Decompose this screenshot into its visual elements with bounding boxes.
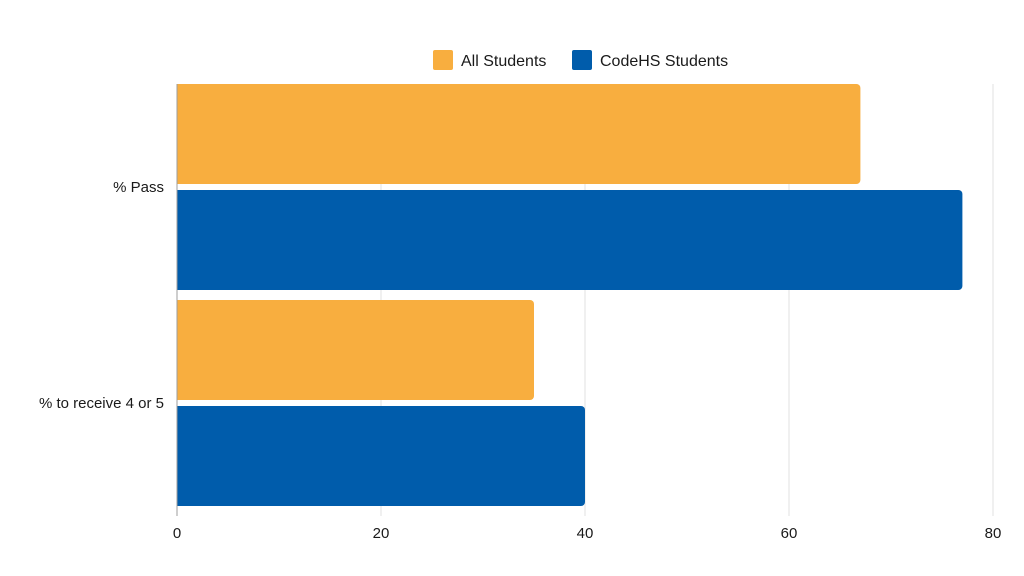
x-tick-label-80: 80 [985, 525, 1002, 542]
category-label-1: % to receive 4 or 5 [39, 395, 164, 412]
bar-edge-1-0 [177, 190, 183, 290]
legend-swatch-1 [572, 50, 592, 70]
bar-all-students-0 [177, 84, 861, 184]
legend-label-1: CodeHS Students [600, 53, 728, 70]
legend-swatch-0 [433, 50, 453, 70]
x-tick-label-20: 20 [373, 525, 390, 542]
x-tick-label-60: 60 [781, 525, 798, 542]
x-axis-ticks: 0 20 40 60 80 [173, 525, 1002, 542]
bar-all-students-1 [177, 300, 534, 400]
category-labels: % Pass % to receive 4 or 5 [39, 179, 164, 412]
x-tick-label-40: 40 [577, 525, 594, 542]
bar-edge-0-1 [177, 300, 183, 400]
legend-label-0: All Students [461, 53, 546, 70]
bar-codehs-students-1 [177, 406, 585, 506]
bar-codehs-students-0 [177, 190, 963, 290]
bar-edge-0-0 [177, 84, 183, 184]
category-label-0: % Pass [113, 179, 164, 196]
bars [177, 84, 963, 506]
legend: All Students CodeHS Students [433, 50, 728, 70]
x-tick-label-0: 0 [173, 525, 181, 542]
bar-edge-1-1 [177, 406, 183, 506]
